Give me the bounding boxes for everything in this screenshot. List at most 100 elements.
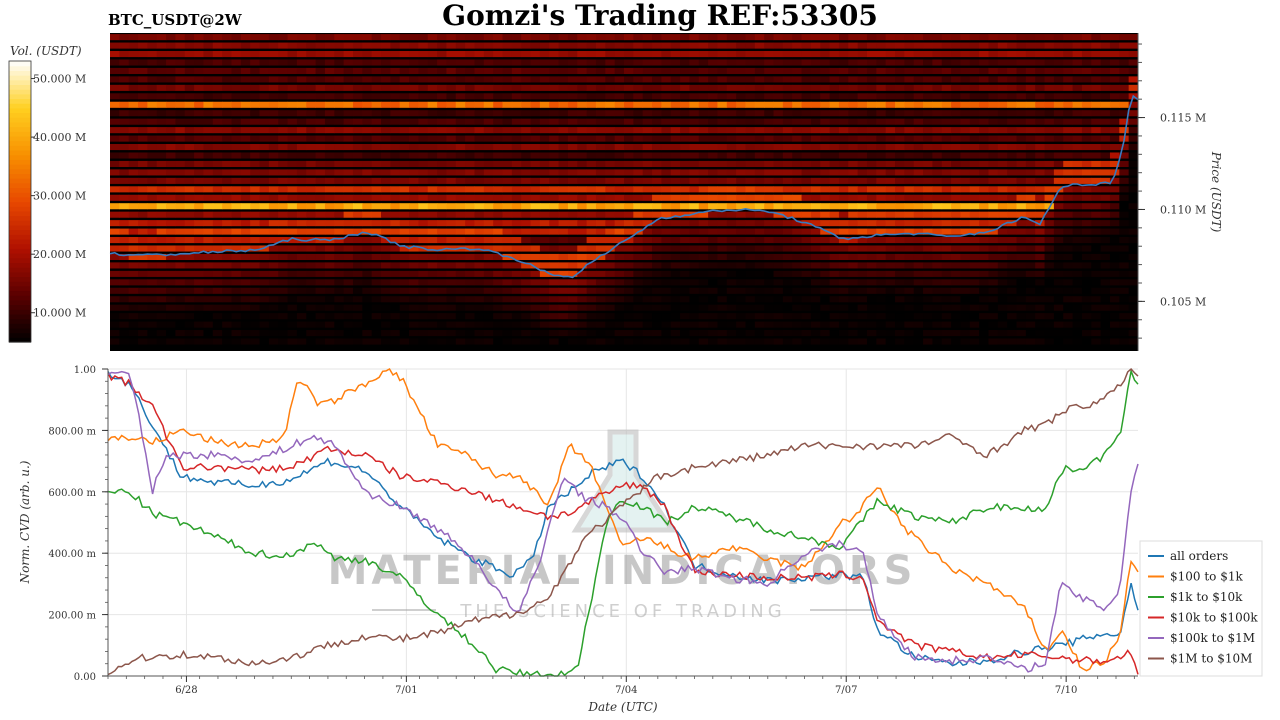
heatmap-cell — [885, 211, 896, 218]
heatmap-cell — [652, 67, 662, 74]
heatmap-cell — [1025, 262, 1036, 269]
heatmap-cell — [782, 160, 793, 168]
heatmap-cell — [1035, 186, 1045, 193]
heatmap-cell — [633, 194, 644, 201]
heatmap-cell — [1072, 135, 1083, 142]
heatmap-cell — [1100, 330, 1111, 337]
heatmap-cell — [268, 169, 279, 176]
heatmap-cell — [493, 118, 503, 125]
heatmap-cell — [988, 270, 999, 277]
heatmap-cell — [502, 42, 513, 49]
heatmap-cell — [1044, 194, 1055, 201]
heatmap-cell — [1063, 59, 1073, 66]
colorbar-swatch — [9, 135, 31, 142]
heatmap-cell — [231, 144, 242, 151]
heatmap-cell — [857, 169, 868, 176]
heatmap-cell — [231, 237, 242, 244]
heatmap-cell — [904, 338, 915, 345]
heatmap-cell — [539, 76, 550, 83]
heatmap-cell — [698, 296, 709, 303]
heatmap-cell — [1025, 118, 1036, 125]
heatmap-cell — [764, 228, 774, 235]
heatmap-cell — [866, 177, 877, 184]
heatmap-cell — [895, 67, 905, 74]
heatmap-cell — [250, 50, 260, 58]
heatmap-cell — [250, 169, 260, 176]
colorbar-tick-label: 50.000 M — [33, 73, 86, 86]
heatmap-cell — [726, 67, 737, 74]
heatmap-cell — [773, 296, 784, 303]
heatmap-cell — [782, 135, 793, 142]
heatmap-cell — [605, 253, 616, 261]
heatmap-cell — [848, 127, 859, 134]
heatmap-cell — [567, 110, 578, 117]
heatmap-cell — [745, 177, 756, 184]
heatmap-cell — [1091, 50, 1102, 58]
heatmap-cell — [764, 42, 774, 49]
heatmap-cell — [362, 279, 373, 286]
heatmap-cell — [661, 42, 672, 49]
heatmap-cell — [652, 203, 662, 210]
heatmap-cell — [1128, 330, 1139, 337]
heatmap-cell — [595, 76, 606, 83]
heatmap-cell — [820, 110, 830, 117]
heatmap-cell — [502, 50, 513, 58]
heatmap-cell — [652, 220, 662, 227]
heatmap-cell — [773, 304, 784, 311]
heatmap-cell — [969, 321, 980, 328]
heatmap-cell — [754, 93, 765, 100]
heatmap-cell — [1109, 110, 1120, 117]
heatmap-cell — [595, 93, 606, 100]
heatmap-cell — [315, 169, 326, 176]
heatmap-cell — [595, 59, 606, 66]
heatmap-cell — [708, 42, 718, 49]
heatmap-cell — [1063, 313, 1073, 320]
heatmap-cell — [979, 211, 989, 218]
heatmap-cell — [240, 228, 251, 235]
heatmap-cell — [203, 270, 214, 277]
heatmap-cell — [390, 84, 401, 91]
heatmap-cell — [1119, 211, 1130, 218]
heatmap-cell — [296, 135, 307, 142]
heatmap-cell — [278, 296, 288, 303]
heatmap-cell — [960, 194, 971, 201]
heatmap-cell — [268, 101, 279, 108]
heatmap-cell — [726, 228, 737, 235]
heatmap-cell — [352, 338, 363, 345]
heatmap-cell — [754, 42, 765, 49]
heatmap-cell — [119, 228, 130, 235]
heatmap-cell — [521, 296, 531, 303]
heatmap-cell — [315, 304, 326, 311]
heatmap-cell — [1072, 152, 1083, 159]
heatmap-cell — [951, 330, 961, 337]
heatmap-cell — [437, 169, 447, 176]
heatmap-cell — [427, 101, 438, 108]
heatmap-cell — [670, 330, 681, 337]
heatmap-cell — [521, 84, 531, 91]
heatmap-cell — [633, 135, 644, 142]
heatmap-cell — [166, 203, 176, 210]
heatmap-cell — [446, 330, 457, 337]
heatmap-cell — [493, 253, 503, 261]
heatmap-cell — [614, 76, 625, 83]
heatmap-cell — [399, 220, 410, 227]
heatmap-cell — [1044, 135, 1055, 142]
heatmap-cell — [624, 42, 634, 49]
heatmap-cell — [820, 67, 830, 74]
heatmap-cell — [287, 110, 298, 117]
heatmap-cell — [698, 313, 709, 320]
heatmap-cell — [1016, 228, 1027, 235]
heatmap-cell — [586, 228, 597, 235]
heatmap-cell — [259, 110, 270, 117]
heatmap-cell — [923, 101, 933, 108]
heatmap-cell — [736, 101, 746, 108]
heatmap-cell — [624, 321, 634, 328]
heatmap-cell — [128, 296, 139, 303]
heatmap-cell — [951, 287, 961, 294]
heatmap-cell — [1119, 228, 1130, 235]
heatmap-cell — [166, 338, 176, 345]
heatmap-cell — [427, 330, 438, 337]
heatmap-cell — [997, 211, 1008, 218]
heatmap-cell — [1081, 245, 1092, 252]
heatmap-cell — [119, 169, 130, 176]
